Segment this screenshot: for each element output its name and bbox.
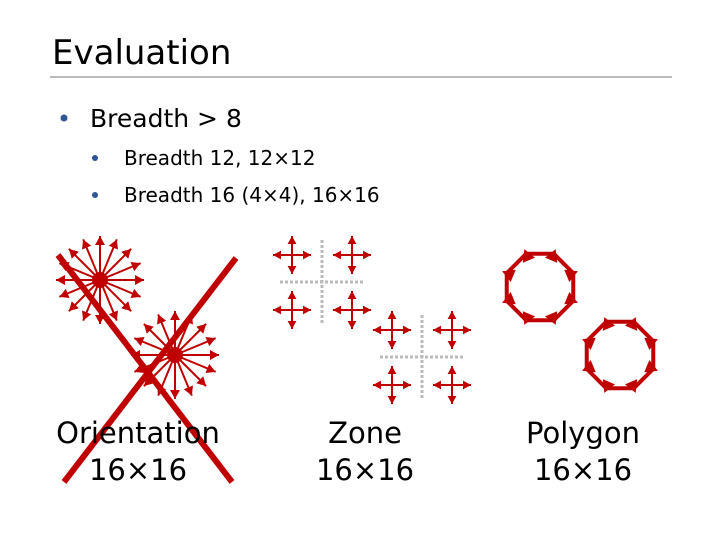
arrow-head [333, 250, 341, 260]
arrow-head [447, 311, 457, 319]
bullet-dot [92, 192, 98, 198]
caption: Orientation [56, 416, 220, 450]
arrow-head [303, 250, 311, 260]
arrow-head [121, 248, 132, 259]
caption: 16×16 [316, 453, 414, 487]
arrow-head [68, 301, 79, 312]
arrow-head [522, 311, 535, 325]
arrow-head [403, 380, 411, 390]
arrow-head [403, 325, 411, 335]
arrow-head [373, 325, 381, 335]
arrow-head [387, 366, 397, 374]
arrow-head [644, 360, 658, 373]
arrow-head [582, 337, 596, 350]
arrow-head [134, 337, 145, 347]
arrow-head [387, 311, 397, 319]
arrow-head [130, 262, 141, 272]
bullet: Breadth > 8 [90, 104, 242, 133]
arrow-head [433, 380, 441, 390]
arrow-head [196, 323, 207, 334]
arrow-head [287, 291, 297, 299]
arrow-head [625, 379, 638, 393]
arrow-head [387, 396, 397, 404]
arrow-head [273, 250, 281, 260]
caption: Polygon [526, 416, 640, 450]
arrow-head [387, 341, 397, 349]
arrow-head [363, 305, 371, 315]
icons [55, 236, 658, 484]
arrow-head [82, 310, 92, 321]
arrow-head [134, 363, 145, 373]
arrow-head [135, 275, 144, 285]
arrow-head [347, 266, 357, 274]
arrow-head [433, 325, 441, 335]
arrow-head [170, 311, 180, 320]
arrow-head [502, 292, 516, 305]
arrow-head [463, 380, 471, 390]
arrow-head [373, 380, 381, 390]
arrow-head [447, 396, 457, 404]
arrow-head [502, 269, 516, 282]
arrow-head [56, 275, 65, 285]
cross-out [55, 253, 235, 484]
arrow-head [59, 288, 70, 298]
arrow-head [287, 236, 297, 244]
arrow-head [287, 321, 297, 329]
arrow-head [95, 236, 105, 245]
arrow-head [644, 337, 658, 350]
arrow-head [447, 341, 457, 349]
arrow-head [157, 314, 167, 325]
arrow-head [545, 249, 558, 263]
sub-bullet: Breadth 16 (4×4), 16×16 [124, 183, 380, 207]
arrow-head [196, 376, 207, 387]
cross-out [61, 256, 239, 484]
arrow-head [333, 305, 341, 315]
bullet-dot [92, 155, 98, 161]
arrow-head [625, 317, 638, 331]
octagon [584, 319, 656, 391]
arrow-head [347, 321, 357, 329]
arrow-head [303, 305, 311, 315]
hub [92, 272, 108, 288]
arrow-head [121, 301, 132, 312]
arrow-head [108, 239, 118, 250]
arrow-head [68, 248, 79, 259]
arrow-head [183, 385, 193, 396]
bullet-dot [60, 114, 68, 122]
arrow-head [143, 323, 154, 334]
sub-bullet: Breadth 12, 12×12 [124, 146, 315, 170]
arrow-head [564, 292, 578, 305]
arrow-head [347, 236, 357, 244]
arrow-head [170, 390, 180, 399]
arrow-head [522, 249, 535, 263]
arrow-head [564, 269, 578, 282]
arrow-head [447, 366, 457, 374]
arrow-head [602, 379, 615, 393]
arrow-head [602, 317, 615, 331]
caption: 16×16 [534, 453, 632, 487]
arrow-head [273, 305, 281, 315]
arrow-head [130, 288, 141, 298]
arrow-head [108, 310, 118, 321]
arrow-head [363, 250, 371, 260]
arrow-head [205, 363, 216, 373]
arrow-head [205, 337, 216, 347]
arrow-head [582, 360, 596, 373]
arrow-head [545, 311, 558, 325]
caption: 16×16 [89, 453, 187, 487]
arrow-head [82, 239, 92, 250]
arrow-head [210, 350, 219, 360]
caption: Zone [328, 416, 402, 450]
arrow-head [347, 291, 357, 299]
hub [167, 347, 183, 363]
arrow-head [463, 325, 471, 335]
octagon [504, 251, 576, 323]
title: Evaluation [52, 33, 231, 73]
arrow-head [287, 266, 297, 274]
